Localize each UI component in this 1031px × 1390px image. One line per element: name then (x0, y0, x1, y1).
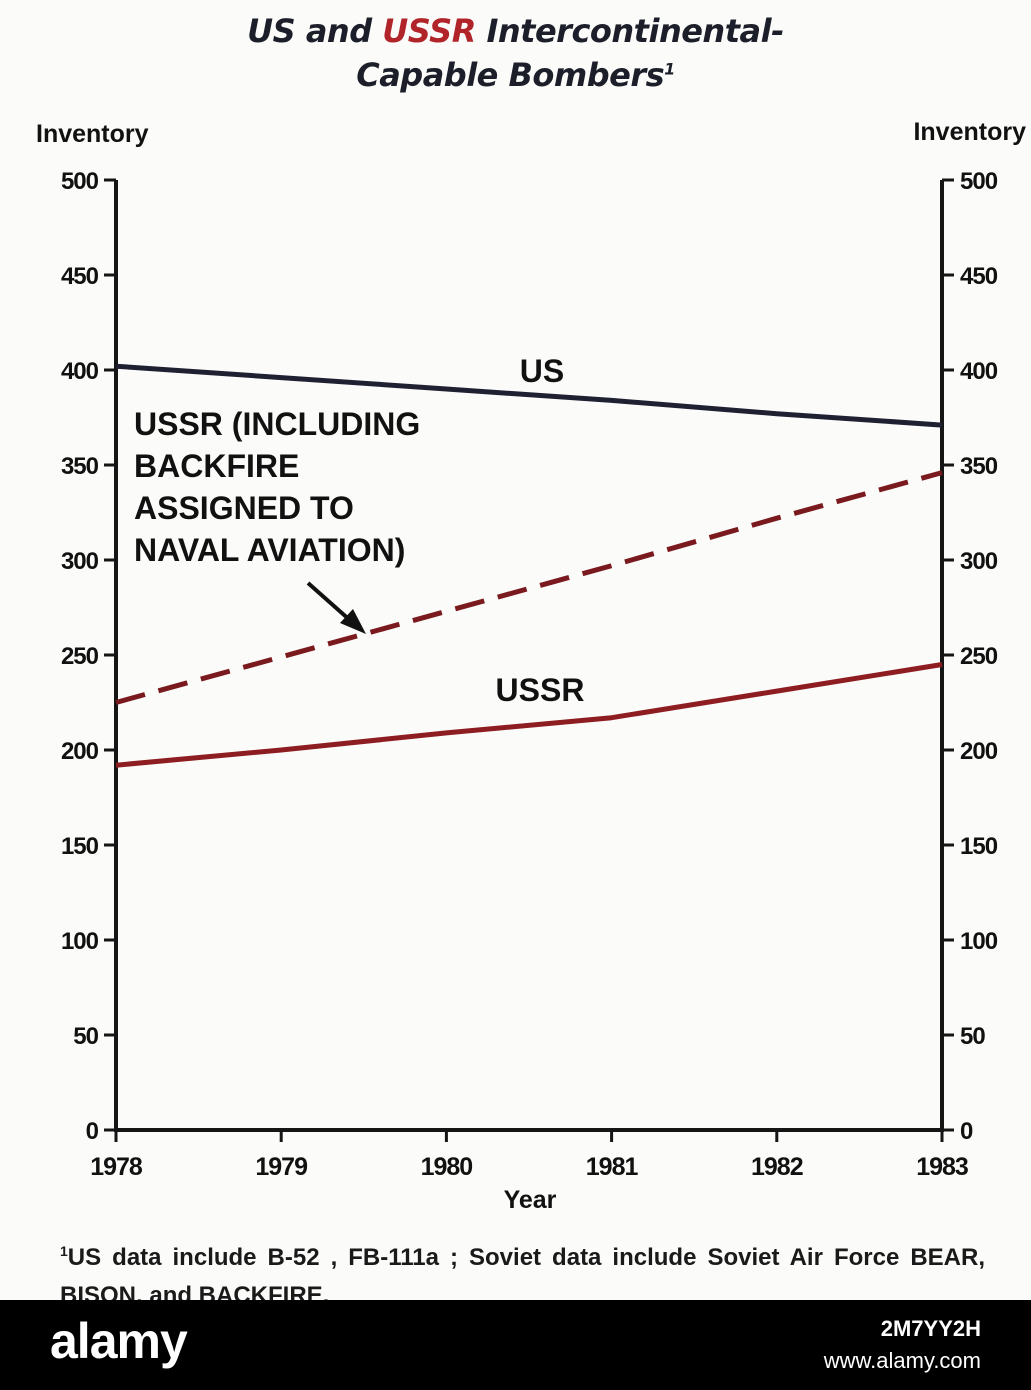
footnote: 1US data include B-52 , FB-111a ; Soviet… (60, 1232, 985, 1315)
watermark-banner: alamy 2M7YY2H www.alamy.com (0, 1300, 1031, 1390)
chart-title-line-1: US and USSR Intercontinental- (0, 12, 1031, 50)
x-tick-label: 1981 (586, 1153, 639, 1181)
y-tick-label-left: 500 (61, 168, 99, 195)
watermark-site: www.alamy.com (823, 1348, 981, 1373)
y-tick-label-right: 300 (960, 548, 998, 575)
y-tick-label-right: 400 (960, 358, 998, 385)
series-label-ussr-naval-line: NAVAL AVIATION) (134, 532, 405, 568)
chart-series (115, 363, 943, 768)
footnote-text: US data include B-52 , FB-111a ; Soviet … (60, 1244, 985, 1309)
x-tick-label: 1979 (255, 1153, 307, 1181)
title-and: and (295, 12, 383, 50)
y-tick-label-right: 350 (960, 453, 998, 480)
y-tick-label-left: 400 (61, 358, 99, 385)
chart-labels: Inventory Inventory Year US USSR USSR (INCLUD… (36, 118, 1026, 1214)
series-label-ussr-naval-line: BACKFIRE (134, 448, 299, 484)
series-ussr-naval (115, 470, 943, 705)
title-footnote-marker: 1 (664, 59, 675, 79)
y-tick-label-left: 50 (73, 1023, 98, 1050)
y-tick-label-right: 500 (960, 168, 998, 195)
watermark-code: 2M7YY2H (880, 1316, 981, 1341)
y-tick-label-left: 150 (61, 833, 99, 860)
y-tick-label-left: 250 (61, 643, 99, 670)
annotation-arrow-head (340, 609, 366, 634)
y-tick-label-left: 0 (86, 1118, 99, 1145)
x-tick-label: 1978 (90, 1153, 143, 1181)
y-tick-label-left: 450 (61, 263, 99, 290)
x-tick-label: 1983 (916, 1153, 968, 1181)
series-us (115, 363, 943, 428)
x-tick-label: 1982 (751, 1153, 803, 1181)
title-ussr: USSR (382, 12, 476, 50)
y-tick-label-right: 250 (960, 643, 998, 670)
series-label-us: US (520, 353, 564, 389)
x-tick-label: 1980 (421, 1153, 473, 1181)
y-tick-label-right: 0 (960, 1118, 973, 1145)
title-rest: Intercontinental- (475, 12, 784, 50)
series-label-ussr: USSR (496, 672, 585, 708)
y-axis-title-left: Inventory (36, 120, 149, 148)
y-tick-label-right: 50 (960, 1023, 985, 1050)
y-tick-label-right: 150 (960, 833, 998, 860)
chart-title-line-2: Capable Bombers1 (0, 56, 1031, 94)
y-tick-label-left: 300 (61, 548, 99, 575)
chart-axes (114, 180, 944, 1132)
series-label-ussr-naval-line: USSR (INCLUDING (134, 406, 420, 442)
line-chart: 0 0 50 50 100 100 150 150 200 200 250 250 300 300 350 3… (36, 118, 1026, 1214)
chart-ticks: 0 0 50 50 100 100 150 150 200 200 250 250 300 300 350 3… (61, 168, 999, 1181)
y-axis-title-right: Inventory (913, 118, 1026, 146)
series-ussr (115, 662, 943, 768)
y-tick-label-left: 350 (61, 453, 99, 480)
y-tick-label-right: 200 (960, 738, 998, 765)
watermark-brand: alamy (50, 1313, 188, 1369)
title-line2: Capable Bombers (356, 56, 665, 94)
y-tick-label-right: 100 (960, 928, 998, 955)
y-tick-label-left: 100 (61, 928, 99, 955)
y-tick-label-right: 450 (960, 263, 998, 290)
footnote-marker: 1 (60, 1243, 68, 1259)
x-axis-title: Year (504, 1186, 557, 1214)
series-label-ussr-naval-line: ASSIGNED TO (134, 490, 354, 526)
title-us: US (247, 12, 296, 50)
y-tick-label-left: 200 (61, 738, 99, 765)
annotation-arrow-shaft (306, 581, 354, 624)
